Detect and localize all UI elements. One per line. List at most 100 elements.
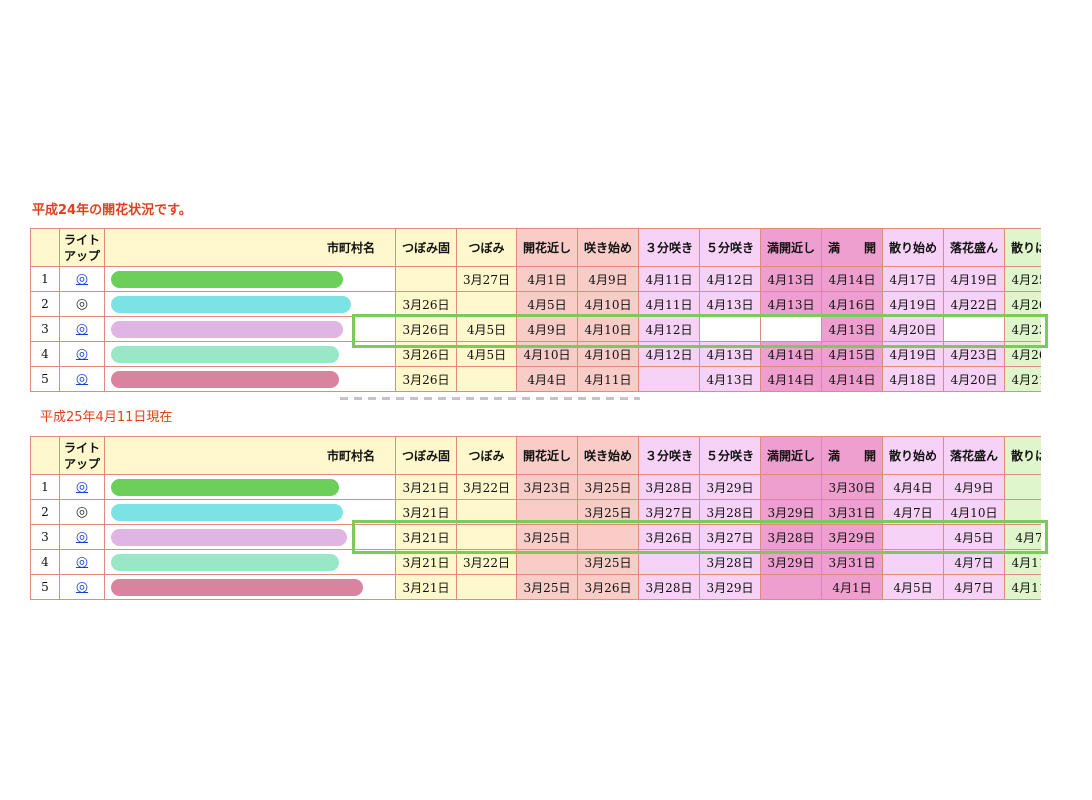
header-3bu: ３分咲き	[638, 436, 700, 475]
header-sakihajime: 咲き始め	[577, 436, 639, 475]
date-tsubomi	[456, 366, 517, 392]
lightup-link-icon[interactable]: ◎	[75, 554, 89, 570]
lightup-cell: ◎	[59, 266, 105, 292]
lightup-cell: ◎	[59, 341, 105, 367]
date-sakihajime: 3月25日	[577, 474, 639, 500]
header-sakihajime: 咲き始め	[577, 228, 639, 267]
header-mankai: 満 開	[821, 228, 883, 267]
date-chirihajime: 4月5日	[882, 574, 944, 600]
date-sakihajime: 4月11日	[577, 366, 639, 392]
lightup-link-icon[interactable]: ◎	[75, 321, 89, 337]
redaction-bar	[111, 345, 339, 363]
city-name-cell	[104, 366, 396, 392]
date-mankai-chikashi	[760, 574, 822, 600]
bloom-table-2013: ライトアップ 市町村名 つぼみ固 つぼみ 開花近し 咲き始め ３分咲き ５分咲き…	[30, 436, 1041, 600]
city-name-cell	[104, 341, 396, 367]
lightup-link-icon[interactable]: ◎	[75, 579, 89, 595]
date-tsubomi: 3月27日	[456, 266, 517, 292]
date-tsubomi-kata	[395, 266, 457, 292]
lightup-cell: ◎	[59, 549, 105, 575]
date-tsubomi: 3月22日	[456, 474, 517, 500]
table-row: 5 ◎ 3月26日 4月4日 4月11日 4月13日 4月14日 4月14日 4月18日 4月20…	[30, 366, 1041, 392]
date-tsubomi	[456, 574, 517, 600]
table-row: 1 ◎ 3月27日 4月1日 4月9日 4月11日 4月12日 4月13日 4月14日 4月17日…	[30, 266, 1041, 292]
date-chirihajime: 4月4日	[882, 474, 944, 500]
date-rakka-sakan: 4月19日	[943, 266, 1005, 292]
date-sakihajime: 3月25日	[577, 499, 639, 525]
header-chirihate: 散りはて	[1004, 436, 1041, 475]
header-rakka-sakan: 落花盛ん	[943, 228, 1005, 267]
date-kaika-chikashi: 4月4日	[516, 366, 578, 392]
date-tsubomi-kata: 3月26日	[395, 366, 457, 392]
date-5bu: 3月29日	[699, 474, 761, 500]
redaction-bar	[111, 320, 343, 338]
table-row: 4 ◎ 3月26日 4月5日 4月10日 4月10日 4月12日 4月13日 4月14日 4月15…	[30, 341, 1041, 367]
date-tsubomi: 4月5日	[456, 341, 517, 367]
header-num	[30, 228, 60, 267]
city-name-cell	[104, 524, 396, 550]
date-mankai-chikashi: 4月13日	[760, 291, 822, 317]
lightup-link-icon[interactable]: ◎	[75, 529, 89, 545]
header-chirihajime: 散り始め	[882, 228, 944, 267]
date-sakihajime: 4月9日	[577, 266, 639, 292]
header-chirihate: 散りはて	[1004, 228, 1041, 267]
header-3bu: ３分咲き	[638, 228, 700, 267]
date-tsubomi: 3月22日	[456, 549, 517, 575]
lightup-icon: ◎	[75, 504, 89, 520]
lightup-link-icon[interactable]: ◎	[75, 371, 89, 387]
date-chirihate: 4月26日	[1004, 341, 1041, 367]
lightup-link-icon[interactable]: ◎	[75, 479, 89, 495]
date-5bu	[699, 316, 761, 342]
date-3bu	[638, 366, 700, 392]
table-body: 1 ◎ 3月21日 3月22日 3月23日 3月25日 3月28日 3月29日 3月30日 4月4…	[30, 474, 1041, 600]
date-chirihate: 4月23日	[1004, 316, 1041, 342]
date-chirihate: 4月11日	[1004, 574, 1041, 600]
date-5bu: 3月28日	[699, 549, 761, 575]
table2-title: 平成25年4月11日現在	[40, 410, 173, 425]
date-kaika-chikashi: 3月25日	[516, 574, 578, 600]
date-rakka-sakan: 4月5日	[943, 524, 1005, 550]
header-tsubomi: つぼみ	[456, 436, 517, 475]
header-5bu: ５分咲き	[699, 228, 761, 267]
city-name-cell	[104, 474, 396, 500]
date-chirihate: 4月26日	[1004, 291, 1041, 317]
lightup-link-icon[interactable]: ◎	[75, 271, 89, 287]
date-mankai-chikashi: 3月29日	[760, 549, 822, 575]
lightup-cell: ◎	[59, 499, 105, 525]
date-3bu: 3月26日	[638, 524, 700, 550]
date-mankai: 4月16日	[821, 291, 883, 317]
date-mankai-chikashi: 4月14日	[760, 341, 822, 367]
date-mankai: 3月31日	[821, 499, 883, 525]
date-sakihajime: 4月10日	[577, 291, 639, 317]
row-number: 3	[30, 524, 60, 550]
date-chirihajime: 4月19日	[882, 341, 944, 367]
date-3bu: 4月12日	[638, 341, 700, 367]
date-sakihajime: 4月10日	[577, 316, 639, 342]
date-kaika-chikashi	[516, 499, 578, 525]
date-3bu: 3月27日	[638, 499, 700, 525]
lightup-icon: ◎	[75, 296, 89, 312]
table-row: 5 ◎ 3月21日 3月25日 3月26日 3月28日 3月29日 4月1日 4月5日 4月7日 4…	[30, 574, 1041, 600]
date-sakihajime	[577, 524, 639, 550]
date-rakka-sakan: 4月9日	[943, 474, 1005, 500]
row-number: 5	[30, 366, 60, 392]
header-lightup-label: ライトアップ	[64, 440, 101, 471]
date-5bu: 3月29日	[699, 574, 761, 600]
row-number: 2	[30, 499, 60, 525]
date-chirihate: 4月7日	[1004, 524, 1041, 550]
table-body: 1 ◎ 3月27日 4月1日 4月9日 4月11日 4月12日 4月13日 4月14日 4月17日…	[30, 266, 1041, 392]
lightup-link-icon[interactable]: ◎	[75, 346, 89, 362]
redaction-bar	[111, 295, 351, 313]
date-5bu: 4月13日	[699, 366, 761, 392]
date-kaika-chikashi: 4月10日	[516, 341, 578, 367]
date-sakihajime: 3月26日	[577, 574, 639, 600]
date-kaika-chikashi	[516, 549, 578, 575]
date-tsubomi-kata: 3月21日	[395, 549, 457, 575]
date-chirihajime	[882, 524, 944, 550]
date-mankai: 4月13日	[821, 316, 883, 342]
bloom-table-2012: ライトアップ 市町村名 つぼみ固 つぼみ 開花近し 咲き始め ３分咲き ５分咲き…	[30, 228, 1041, 392]
city-name-cell	[104, 266, 396, 292]
date-mankai-chikashi: 4月13日	[760, 266, 822, 292]
date-tsubomi-kata: 3月21日	[395, 524, 457, 550]
